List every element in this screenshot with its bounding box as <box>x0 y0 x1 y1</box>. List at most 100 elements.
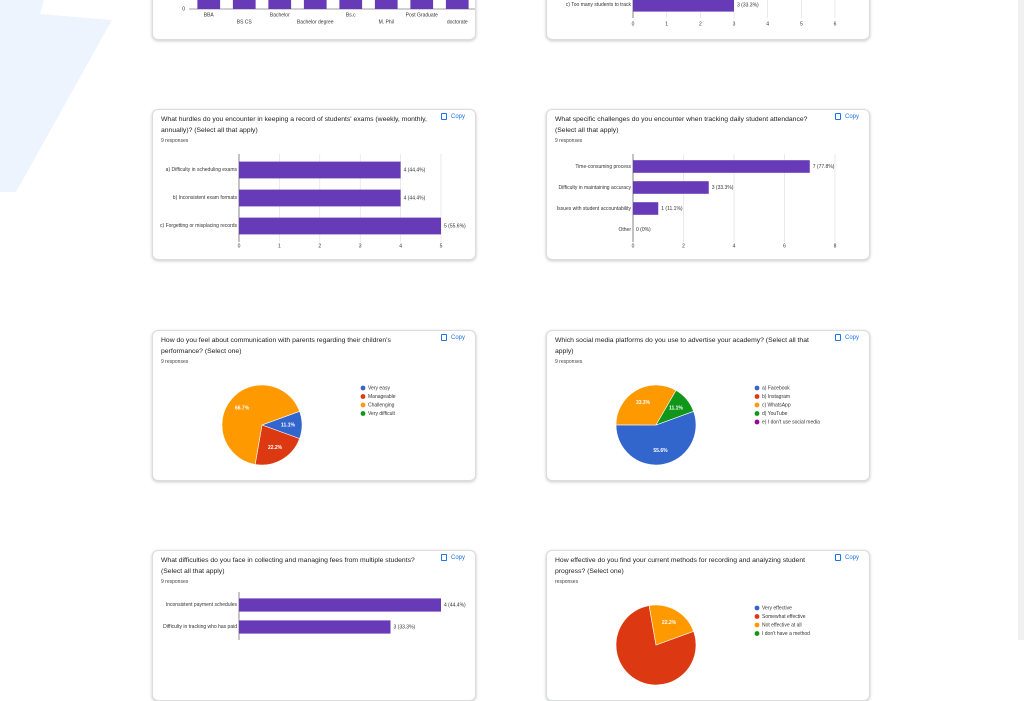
x-tick-label: 4 <box>733 243 736 249</box>
x-tick-label: 6 <box>834 21 837 27</box>
category-label-box: Difficulty in maintaining accuracy <box>549 177 631 198</box>
legend-swatch <box>755 623 760 628</box>
chart: 22.2% Very effective Somewhat effective Not… <box>547 551 870 701</box>
legend-label: d) YouTube <box>762 411 788 417</box>
legend-label: Very difficult <box>368 411 395 417</box>
x-tick-label: 0 <box>632 243 635 249</box>
legend-label: Challenging <box>368 402 395 408</box>
category-label: b) Inconsistent exam formats <box>155 184 237 212</box>
legend-swatch <box>755 631 760 636</box>
legend-swatch <box>755 386 760 391</box>
x-tick-label: Bs.c <box>346 12 356 18</box>
bar <box>239 620 391 633</box>
x-tick-label: BBA <box>204 12 215 18</box>
x-tick-label: 1 <box>665 21 668 27</box>
legend-label: Not effective at all <box>762 622 802 628</box>
bar <box>633 202 658 215</box>
x-tick-label: 5 <box>800 21 803 27</box>
category-label-box: Difficulty in tracking who has paid <box>155 616 237 638</box>
value-label: 5 (55.6%) <box>444 223 466 229</box>
legend-label: Very effective <box>762 605 792 611</box>
x-tick-label: Bachelor degree <box>297 19 334 25</box>
slice-label: 22.2% <box>268 445 283 451</box>
slice-label: 22.2% <box>662 620 677 626</box>
bar <box>410 0 433 9</box>
legend-label: Somewhat effective <box>762 614 806 620</box>
category-label: Difficulty in maintaining accuracy <box>549 177 631 198</box>
x-tick-label: 2 <box>699 21 702 27</box>
chart-card: What hurdles do you encounter in keeping… <box>152 109 476 260</box>
value-label: 3 (33.3%) <box>712 185 734 191</box>
bar <box>339 0 362 9</box>
bar <box>239 218 441 235</box>
x-tick-label: 2 <box>682 243 685 249</box>
value-label: 1 (11.1%) <box>661 206 683 212</box>
chart-card: What difficulties do you face in collect… <box>152 550 476 701</box>
bar <box>633 160 810 173</box>
value-label: 0 (0%) <box>636 227 651 233</box>
value-label: 4 (44.4%) <box>404 195 426 201</box>
legend-swatch <box>361 394 366 399</box>
category-label-box: c) Too many students to track <box>549 0 631 16</box>
x-tick-label: 0 <box>238 243 241 249</box>
category-label-box: Inconsistent payment schedules <box>155 594 237 616</box>
category-label-box: b) Inconsistent exam formats <box>155 184 237 212</box>
legend-swatch <box>361 403 366 408</box>
x-tick-label: 3 <box>733 21 736 27</box>
legend-swatch <box>755 403 760 408</box>
value-label: 3 (33.3%) <box>737 2 759 8</box>
x-tick-label: 6 <box>783 243 786 249</box>
legend-label: b) Instagram <box>762 394 790 400</box>
x-tick-label: Post Graduate <box>406 12 438 18</box>
chart-card: Which social media platforms do you use … <box>546 330 870 481</box>
legend-swatch <box>361 411 366 416</box>
bar <box>633 181 709 194</box>
category-label-box: a) Difficulty in scheduling exams <box>155 156 237 184</box>
category-label: Issues with student accountability <box>549 198 631 219</box>
decor-shape <box>0 0 112 192</box>
value-label: 7 (77.8%) <box>813 164 835 170</box>
bar <box>375 0 398 9</box>
category-label: Time-consuming process <box>549 156 631 177</box>
x-tick-label: 4 <box>399 243 402 249</box>
slice-label: 66.7% <box>235 406 250 412</box>
category-label: Difficulty in tracking who has paid <box>155 616 237 638</box>
bar <box>268 0 291 9</box>
category-label-box: Other <box>549 219 631 240</box>
chart-card: What specific challenges do you encounte… <box>546 109 870 260</box>
x-tick-label: M. Phil <box>379 19 394 25</box>
bar <box>239 598 441 611</box>
legend-label: c) WhatsApp <box>762 402 791 408</box>
background-decoration <box>0 0 1024 640</box>
value-label: 3 (33.3%) <box>394 624 416 630</box>
scrollbar-track <box>1018 0 1024 640</box>
bar <box>239 162 401 179</box>
bar <box>197 0 220 9</box>
bar <box>304 0 327 9</box>
legend-label: I don't have a method <box>762 631 810 637</box>
category-label: Inconsistent payment schedules <box>155 594 237 616</box>
legend-swatch <box>755 606 760 611</box>
x-tick-label: 8 <box>834 243 837 249</box>
category-label: c) Too many students to track <box>549 0 631 16</box>
y-tick-label: 0 <box>182 6 185 12</box>
bar <box>446 0 469 9</box>
legend-swatch <box>755 394 760 399</box>
category-label: a) Difficulty in scheduling exams <box>155 156 237 184</box>
bar <box>233 0 256 9</box>
slice-label: 55.6% <box>653 448 668 454</box>
legend-swatch <box>755 411 760 416</box>
slice-label: 11.1% <box>281 422 295 428</box>
x-tick-label: doctorate <box>447 19 468 25</box>
legend-swatch <box>361 386 366 391</box>
bar <box>633 0 734 12</box>
x-tick-label: 3 <box>359 243 362 249</box>
category-label: Other <box>549 219 631 240</box>
slice-label: 33.3% <box>636 400 651 406</box>
